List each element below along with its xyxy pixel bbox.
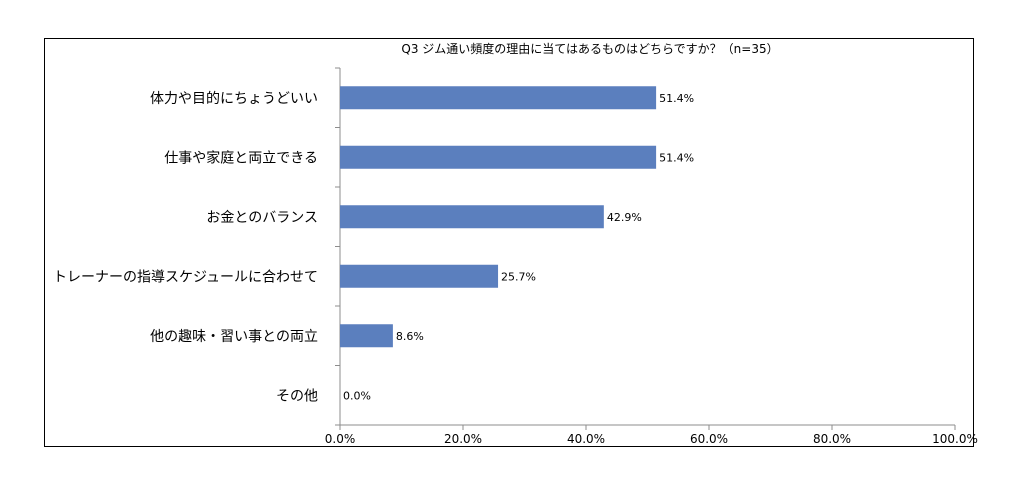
- category-label: お金とのバランス: [206, 210, 318, 226]
- bar: [340, 264, 499, 288]
- x-tick-label: 60.0%: [690, 432, 728, 446]
- bar: [340, 145, 657, 169]
- data-label: 51.4%: [659, 151, 694, 164]
- x-tick-label: 40.0%: [567, 432, 605, 446]
- chart-title: Q3 ジム通い頻度の理由に当てはあるものはどちらですか？（n=35）: [401, 42, 779, 56]
- x-tick-label: 0.0%: [325, 432, 356, 446]
- data-label: 25.7%: [501, 270, 536, 283]
- category-label: 他の趣味・習い事との両立: [150, 329, 318, 345]
- x-tick-label: 20.0%: [444, 432, 482, 446]
- category-label: 体力や目的にちょうどいい: [150, 91, 318, 107]
- category-label: 仕事や家庭と両立できる: [164, 149, 318, 166]
- category-label: トレーナーの指導スケジュールに合わせて: [53, 269, 318, 285]
- data-label: 42.9%: [607, 211, 642, 224]
- x-tick-label: 80.0%: [813, 432, 851, 446]
- x-tick-label: 100.0%: [932, 432, 978, 446]
- bar: [340, 86, 657, 110]
- data-label: 51.4%: [659, 92, 694, 105]
- data-label: 0.0%: [343, 389, 371, 402]
- data-label: 8.6%: [396, 330, 424, 343]
- bar: [340, 324, 393, 348]
- bar: [340, 205, 604, 229]
- category-label: その他: [276, 388, 318, 404]
